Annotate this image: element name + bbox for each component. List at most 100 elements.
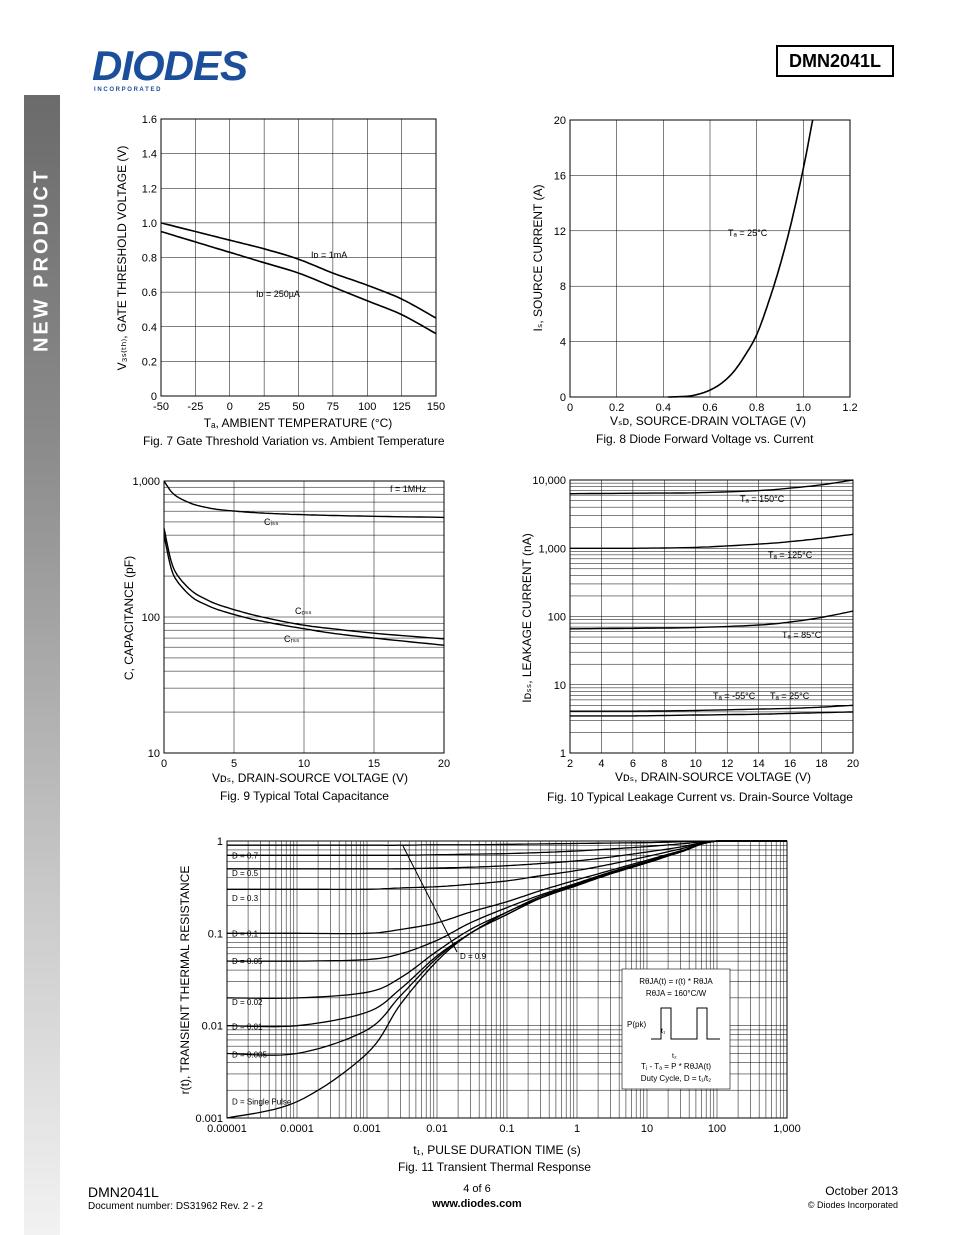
fig11-series-line <box>226 840 787 1119</box>
footer-page: 4 of 6 <box>463 1183 491 1195</box>
figure-8: 0 0.2 0.4 0.6 0.8 1.0 1.2 0 4 8 12 16 20 Tₐ = 25°C V… <box>520 110 880 455</box>
diodes-logo: DIODES I N C O R P O R A T E D <box>92 42 267 94</box>
fig8-ytick-label: 0 <box>560 392 566 404</box>
fig10-anno-25c: Tₐ = 25°C <box>770 691 810 701</box>
fig11-dlabel: D = 0.7 <box>232 851 259 860</box>
fig10-xtick-label: 2 <box>567 758 573 770</box>
figure-11: 0.00001 0.0001 0.001 0.01 0.1 1 10 100 1,000 0.00… <box>175 832 815 1162</box>
fig10-xlabel: Vᴅₛ, DRAIN-SOURCE VOLTAGE (V) <box>615 770 811 784</box>
fig8-xtick-label: 0.8 <box>749 402 764 414</box>
fig11-xtick-label: 100 <box>708 1123 726 1135</box>
footer-docnum: Document number: DS31962 Rev. 2 - 2 <box>88 1201 263 1212</box>
fig7-ylabel: V₃ₛ₍ₜₕ₎, GATE THRESHOLD VOLTAGE (V) <box>115 146 129 371</box>
fig9-ytick-label: 100 <box>142 612 160 624</box>
fig9-ylabel: C, CAPACITANCE (pF) <box>122 556 136 680</box>
fig10-xtick-label: 14 <box>753 758 765 770</box>
fig11-xtick-label: 10 <box>641 1123 653 1135</box>
fig7-ytick-label: 0.4 <box>142 322 157 334</box>
fig9-caption: Fig. 9 Typical Total Capacitance <box>220 789 389 803</box>
fig11-dlabels: D = 0.7 D = 0.5 D = 0.3 D = 0.1 D = 0.05 D = … <box>232 851 292 1106</box>
fig9-series-line <box>163 528 445 640</box>
part-number-box: DMN2041L <box>776 45 894 77</box>
fig10-xtick-label: 8 <box>661 758 667 770</box>
fig10-xtick-label: 6 <box>630 758 636 770</box>
logo-text: DIODES <box>92 44 248 89</box>
fig9-anno-f: f = 1MHz <box>390 484 427 494</box>
fig11-series-line <box>227 840 787 870</box>
figure-7: -50 -25 0 25 50 75 100 125 150 0 0.2 0.4 0.6 0.8 1.0 1.… <box>108 110 468 455</box>
fig7-ytick-label: 1.4 <box>142 149 157 161</box>
fig8-ytick-label: 8 <box>560 281 566 293</box>
fig11-chart: 0.00001 0.0001 0.001 0.01 0.1 1 10 100 1,000 0.00… <box>178 836 801 1157</box>
fig8-ytick-label: 20 <box>554 115 566 127</box>
fig10-anno-150c: Tₐ = 150°C <box>740 494 785 504</box>
fig7-xlabel: Tₐ, AMBIENT TEMPERATURE (°C) <box>204 416 393 430</box>
fig10-xtick-label: 4 <box>598 758 604 770</box>
fig11-box-line3: Tⱼ - Tₐ = P * RθJA(t) <box>641 1062 711 1071</box>
fig11-ytick-label: 0.001 <box>195 1113 223 1125</box>
fig10-xtick-label: 12 <box>721 758 733 770</box>
fig7-ytick-label: 0.6 <box>142 287 157 299</box>
fig11-dlabel: D = 0.02 <box>232 998 263 1007</box>
fig7-ytick-label: 0.8 <box>142 253 157 265</box>
fig11-dlabel: D = 0.01 <box>232 1022 263 1031</box>
fig8-xtick-label: 0.4 <box>656 402 671 414</box>
fig10-ytick-label: 10 <box>554 680 566 692</box>
fig7-xtick-label: 75 <box>327 401 339 413</box>
footer-url[interactable]: www.diodes.com <box>432 1198 522 1210</box>
footer-copyright: © Diodes Incorporated <box>807 1200 898 1210</box>
fig9-ytick-label: 1,000 <box>132 476 160 488</box>
fig11-xtick-label: 0.01 <box>426 1123 447 1135</box>
fig8-xtick-label: 0.2 <box>609 402 624 414</box>
fig7-xtick-label: 50 <box>292 401 304 413</box>
fig7-xtick-label: 125 <box>392 401 410 413</box>
fig7-ytick-label: 0 <box>151 391 157 403</box>
fig10-xtick-label: 10 <box>690 758 702 770</box>
fig7-series-line <box>160 230 437 335</box>
fig11-ytick-label: 0.1 <box>208 928 223 940</box>
fig9-ytick-label: 10 <box>148 748 160 760</box>
fig11-box-line2: RθJA = 160°C/W <box>646 989 707 998</box>
fig11-ytick-label: 1 <box>217 836 223 848</box>
fig7-ytick-label: 1.0 <box>142 218 157 230</box>
fig9-xtick-label: 5 <box>231 758 237 770</box>
fig10-ytick-label: 1 <box>560 748 566 760</box>
fig7-ytick-label: 1.2 <box>142 183 157 195</box>
fig11-series-line <box>227 840 787 846</box>
fig9-series-line <box>163 534 445 646</box>
figure-10: 2 4 6 8 10 12 14 16 18 20 1 10 100 1,000 10,000 Tₐ = 1… <box>520 470 880 815</box>
fig9-xtick-label: 15 <box>368 758 380 770</box>
fig7-caption: Fig. 7 Gate Threshold Variation vs. Ambi… <box>143 434 445 448</box>
fig10-ytick-label: 100 <box>548 612 566 624</box>
logo-subtext: I N C O R P O R A T E D <box>94 87 161 93</box>
fig11-xtick-label: 0.00001 <box>207 1123 247 1135</box>
fig10-anno-85c: Tₐ = 85°C <box>782 630 822 640</box>
fig9-anno-coss: Cₒₛₛ <box>295 606 312 616</box>
fig8-ytick-label: 16 <box>554 170 566 182</box>
fig11-xtick-label: 1,000 <box>773 1123 801 1135</box>
fig10-caption: Fig. 10 Typical Leakage Current vs. Drai… <box>547 790 853 804</box>
sidebar-label: NEW PRODUCT <box>24 95 60 425</box>
fig11-box-line1: RθJA(t) = r(t) * RθJA <box>639 977 713 986</box>
fig9-xlabel: Vᴅₛ, DRAIN-SOURCE VOLTAGE (V) <box>212 771 408 785</box>
sidebar-strip <box>24 95 60 1235</box>
fig9-xtick-label: 0 <box>161 758 167 770</box>
fig11-dlabel: D = 0.3 <box>232 894 259 903</box>
fig11-xtick-label: 0.001 <box>353 1123 381 1135</box>
fig9-chart: 0 5 10 15 20 10 100 1,000 f = 1MHz Cᵢₛₛ Cₒₛₛ Cᵣ… <box>122 476 450 785</box>
fig8-xtick-label: 0.6 <box>702 402 717 414</box>
fig11-dlabel: D = 0.1 <box>232 929 259 938</box>
fig7-ytick-label: 0.2 <box>142 356 157 368</box>
fig10-anno-125c: Tₐ = 125°C <box>768 550 813 560</box>
figure-9: 0 5 10 15 20 10 100 1,000 f = 1MHz Cᵢₛₛ Cₒₛₛ Cᵣ… <box>108 470 468 815</box>
fig11-xtick-label: 0.1 <box>499 1123 514 1135</box>
fig7-xtick-label: 150 <box>427 401 445 413</box>
fig7-xtick-label: 100 <box>358 401 376 413</box>
fig10-xtick-label: 16 <box>784 758 796 770</box>
fig9-anno-crss: Cᵣₛₛ <box>284 634 299 644</box>
fig10-chart: 2 4 6 8 10 12 14 16 18 20 1 10 100 1,000 10,000 Tₐ = 1… <box>520 475 859 784</box>
fig9-series-line <box>163 480 445 519</box>
fig8-caption: Fig. 8 Diode Forward Voltage vs. Current <box>596 432 814 446</box>
fig8-xtick-label: 1.2 <box>842 402 857 414</box>
fig9-anno-ciss: Cᵢₛₛ <box>264 517 279 527</box>
